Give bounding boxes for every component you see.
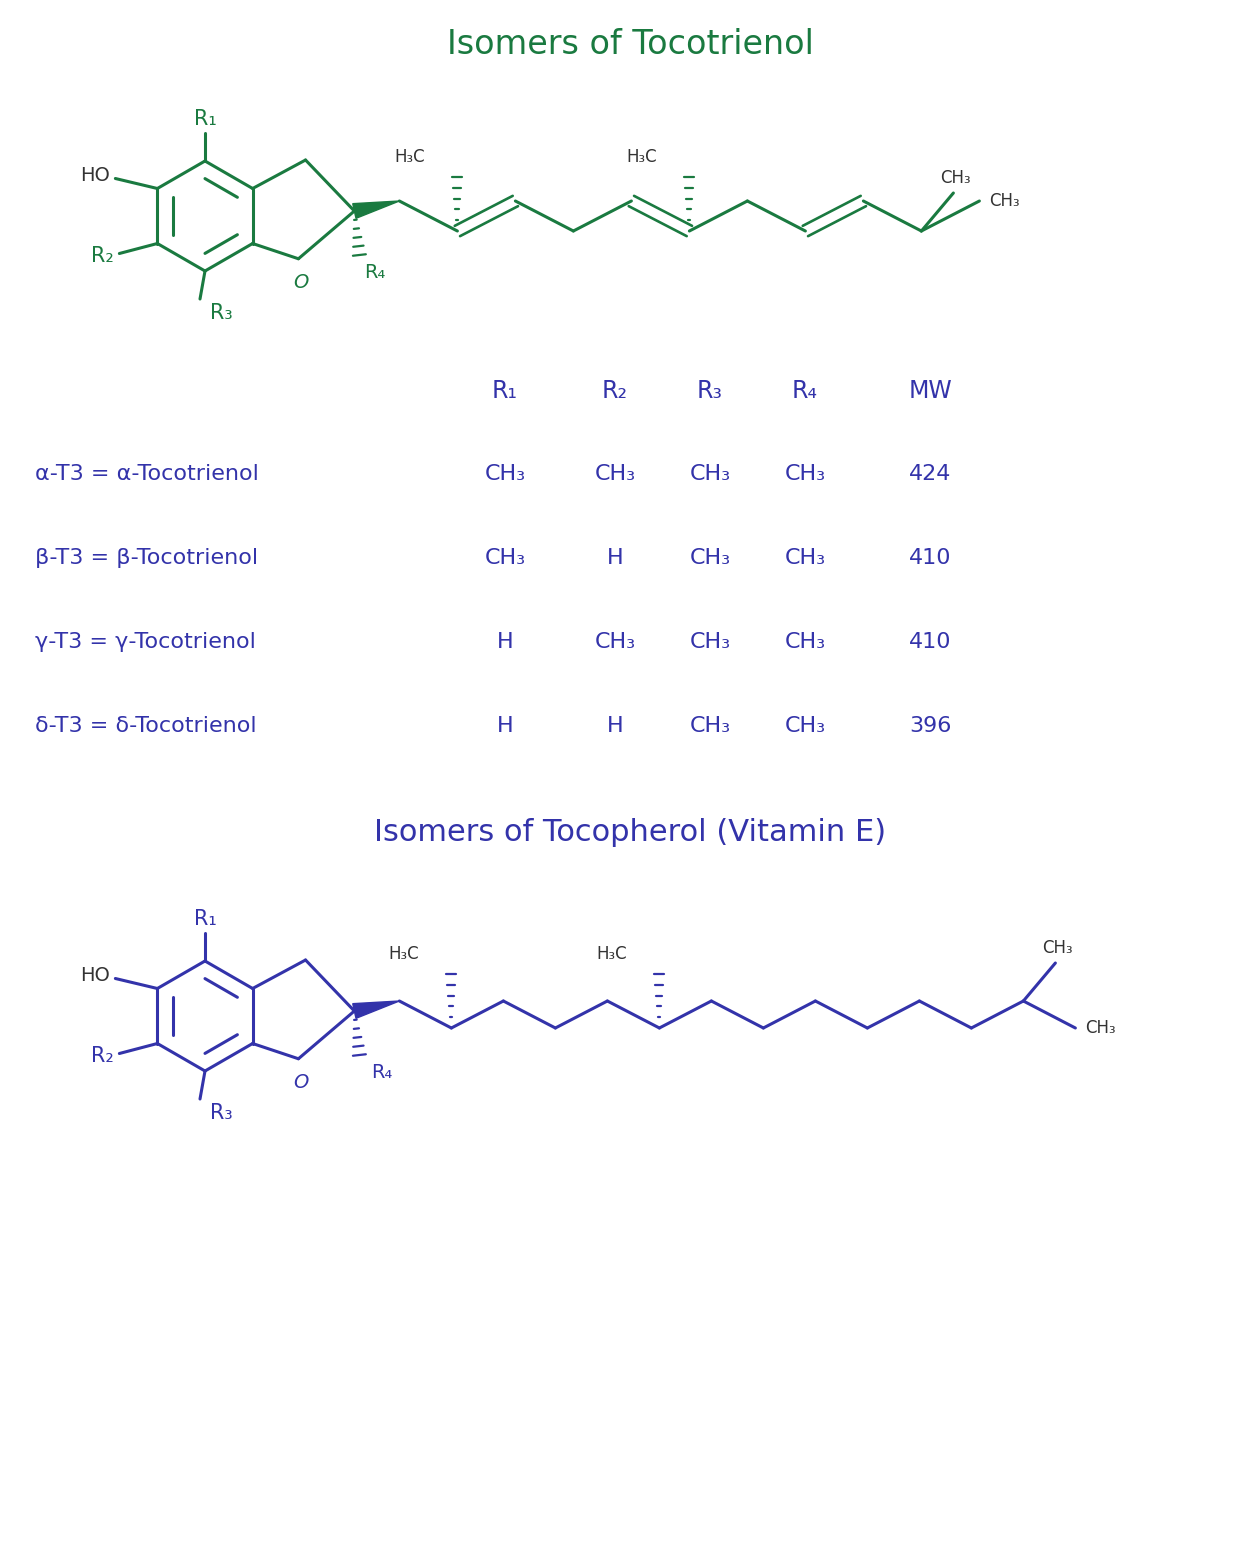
Text: 396: 396 [908, 716, 951, 736]
Text: H: H [496, 716, 513, 736]
Text: CH₃: CH₃ [689, 547, 731, 567]
Text: O: O [292, 272, 309, 292]
Text: CH₃: CH₃ [940, 169, 970, 187]
Text: Isomers of Tocopherol (Vitamin E): Isomers of Tocopherol (Vitamin E) [374, 818, 886, 847]
Text: Isomers of Tocotrienol: Isomers of Tocotrienol [446, 28, 814, 60]
Text: 424: 424 [908, 464, 951, 484]
Text: CH₃: CH₃ [484, 464, 525, 484]
Text: β-T3 = β-Tocotrienol: β-T3 = β-Tocotrienol [35, 547, 258, 567]
Text: H₃C: H₃C [394, 148, 426, 165]
Text: CH₃: CH₃ [595, 464, 635, 484]
Text: CH₃: CH₃ [689, 464, 731, 484]
Text: R₂: R₂ [92, 1045, 115, 1065]
Text: H: H [606, 716, 624, 736]
Text: R₁: R₁ [493, 379, 518, 404]
Text: CH₃: CH₃ [785, 547, 825, 567]
Text: O: O [292, 1073, 309, 1091]
Text: CH₃: CH₃ [785, 464, 825, 484]
Text: CH₃: CH₃ [689, 632, 731, 652]
Text: CH₃: CH₃ [785, 716, 825, 736]
Text: R₂: R₂ [92, 246, 115, 266]
Text: R₃: R₃ [697, 379, 723, 404]
Text: δ-T3 = δ-Tocotrienol: δ-T3 = δ-Tocotrienol [35, 716, 257, 736]
Text: CH₃: CH₃ [595, 632, 635, 652]
Text: HO: HO [81, 966, 111, 985]
Text: HO: HO [81, 165, 111, 186]
Text: H: H [606, 547, 624, 567]
Text: H₃C: H₃C [626, 148, 658, 165]
Text: CH₃: CH₃ [1085, 1019, 1116, 1037]
Text: R₁: R₁ [194, 909, 217, 929]
Text: 410: 410 [908, 632, 951, 652]
Text: H₃C: H₃C [597, 945, 627, 963]
Text: α-T3 = α-Tocotrienol: α-T3 = α-Tocotrienol [35, 464, 258, 484]
Text: R₄: R₄ [372, 1064, 393, 1082]
Text: R₃: R₃ [210, 303, 233, 323]
Text: R₄: R₄ [793, 379, 818, 404]
Text: R₄: R₄ [364, 263, 386, 281]
Text: CH₃: CH₃ [1042, 938, 1072, 957]
Text: H₃C: H₃C [389, 945, 420, 963]
Text: R₁: R₁ [194, 110, 217, 128]
Text: γ-T3 = γ-Tocotrienol: γ-T3 = γ-Tocotrienol [35, 632, 256, 652]
Text: CH₃: CH₃ [785, 632, 825, 652]
Text: CH₃: CH₃ [484, 547, 525, 567]
Text: MW: MW [908, 379, 951, 404]
Text: CH₃: CH₃ [989, 192, 1021, 210]
Text: R₂: R₂ [602, 379, 627, 404]
Text: CH₃: CH₃ [689, 716, 731, 736]
Polygon shape [353, 1000, 399, 1019]
Text: H: H [496, 632, 513, 652]
Text: 410: 410 [908, 547, 951, 567]
Text: R₃: R₃ [210, 1102, 233, 1122]
Polygon shape [353, 201, 399, 218]
